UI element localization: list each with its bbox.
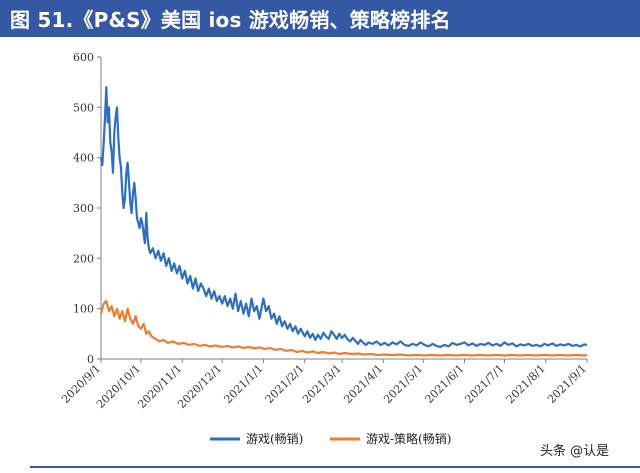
series-line-0 (99, 86, 588, 348)
chart-container: 0 100 200 300 400 500 600 2020/9/1 2020/10/1 202… (0, 37, 640, 467)
x-tick-label: 2021/5/1 (381, 362, 425, 406)
x-tick-label: 2021/8/1 (504, 362, 548, 406)
y-tick-label: 0 (87, 353, 94, 366)
series-line-1 (99, 300, 588, 357)
header-bar: 图 51.《P&S》美国 ios 游戏畅销、策略榜排名 (0, 0, 640, 37)
y-tick-label: 600 (73, 51, 94, 64)
x-tick-label: 2021/7/1 (462, 362, 506, 406)
x-tick-label: 2020/12/1 (175, 362, 224, 411)
x-tick-label: 2021/1/1 (221, 362, 265, 406)
x-tick-label: 2021/4/1 (341, 362, 385, 406)
x-tick-label: 2021/2/1 (263, 362, 307, 406)
bottom-divider (30, 466, 640, 468)
y-tick-label: 500 (73, 101, 94, 114)
page-title: 图 51.《P&S》美国 ios 游戏畅销、策略榜排名 (10, 8, 451, 32)
legend-label-1: 游戏-策略(畅销) (366, 431, 451, 446)
y-tick-label: 100 (73, 303, 94, 316)
watermark-text: 头条 @认是 (540, 444, 610, 459)
y-tick-label: 200 (73, 252, 94, 265)
legend-label-0: 游戏(畅销) (246, 432, 303, 446)
y-tick-label: 300 (73, 202, 94, 215)
x-tick-label: 2021/6/1 (422, 362, 466, 406)
x-tick-label: 2021/3/1 (300, 362, 344, 406)
y-tick-label: 400 (73, 152, 94, 165)
x-tick-label: 2021/9/1 (545, 362, 589, 406)
